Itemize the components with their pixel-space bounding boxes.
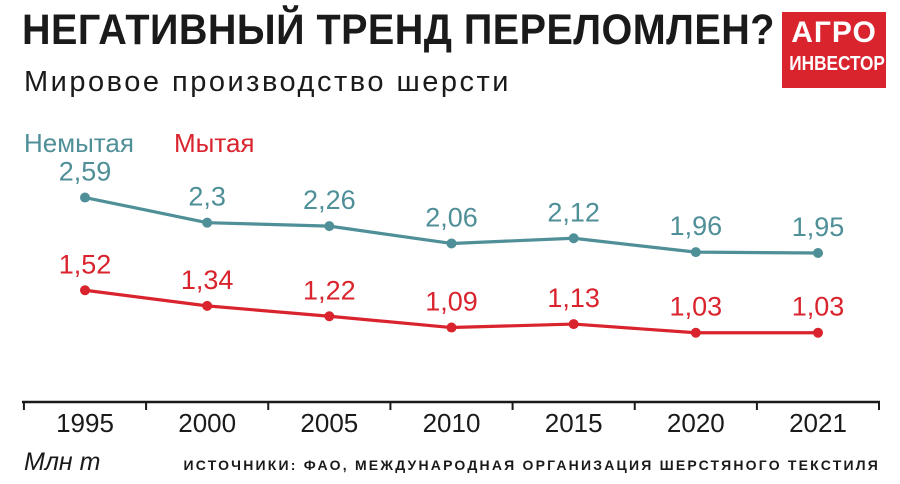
chart-subtitle: Мировое производство шерсти	[24, 66, 512, 98]
data-label: 1,03	[792, 292, 845, 322]
data-label: 2,06	[425, 202, 478, 232]
x-tick-label: 2010	[423, 408, 481, 438]
data-point	[813, 327, 823, 338]
data-label: 1,09	[425, 287, 478, 317]
data-label: 1,95	[792, 212, 845, 242]
data-point	[202, 217, 213, 228]
data-point	[568, 233, 579, 244]
data-point	[80, 192, 90, 203]
x-tick-label: 2020	[667, 408, 725, 438]
data-point	[80, 285, 90, 296]
data-label: 2,12	[547, 197, 600, 227]
data-label: 1,34	[181, 265, 234, 295]
data-label: 1,03	[670, 292, 723, 322]
logo-line-2: ИНВЕСТОР	[789, 53, 885, 75]
data-label: 2,26	[303, 185, 356, 215]
data-point	[690, 247, 701, 258]
data-point	[813, 248, 823, 258]
data-label: 1,96	[670, 211, 723, 241]
data-point	[690, 327, 701, 338]
source-note: ИСТОЧНИКИ: ФАО, МЕЖДУНАРОДНАЯ ОРГАНИЗАЦИ…	[183, 457, 880, 473]
data-point	[202, 300, 213, 311]
legend-washed: Мытая	[174, 128, 255, 158]
unit-label: Млн т	[24, 448, 101, 476]
data-point	[446, 322, 457, 333]
data-point	[568, 319, 579, 330]
data-label: 1,13	[547, 283, 600, 313]
legend-unwashed: Немытая	[24, 128, 134, 158]
data-label: 2,3	[188, 182, 226, 212]
chart-title: НЕГАТИВНЫЙ ТРЕНД ПЕРЕЛОМЛЕН?	[22, 6, 775, 54]
x-tick-label: 2005	[300, 408, 358, 438]
x-tick-label: 2015	[545, 408, 603, 438]
data-label: 2,59	[59, 157, 112, 187]
x-tick-label: 2021	[789, 408, 847, 438]
data-label: 1,52	[59, 249, 112, 279]
agroinvestor-logo: АГРО ИНВЕСТОР	[782, 12, 886, 88]
data-label: 1,22	[303, 275, 356, 305]
logo-line-1: АГРО	[791, 16, 877, 49]
x-tick-label: 2000	[178, 408, 236, 438]
data-point	[324, 221, 335, 232]
x-tick-label: 1995	[56, 408, 114, 438]
data-point	[446, 238, 457, 249]
data-point	[324, 311, 335, 322]
